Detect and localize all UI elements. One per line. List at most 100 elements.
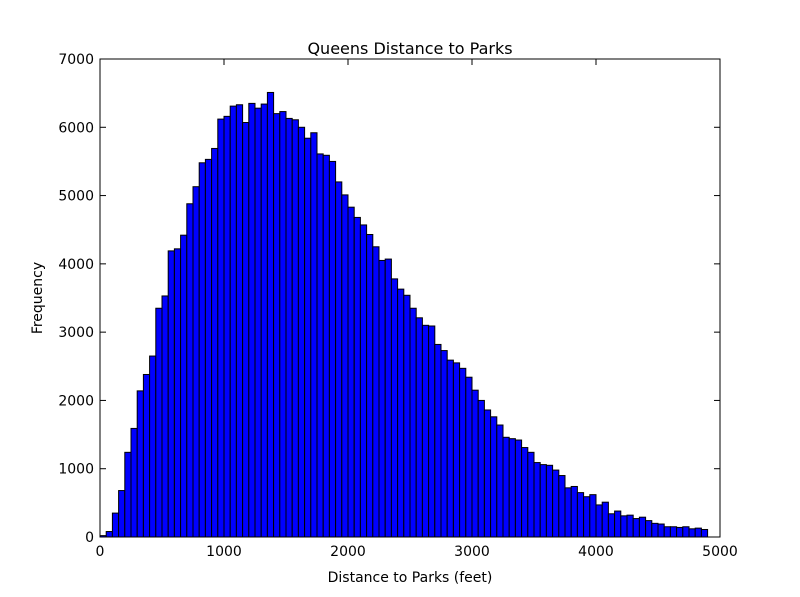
histogram-bar	[217, 118, 225, 538]
y-tick-label: 1000	[58, 462, 94, 478]
histogram-bar	[310, 132, 318, 538]
histogram-bar	[322, 154, 330, 538]
y-tick-label: 0	[85, 530, 94, 546]
histogram-bar	[570, 485, 578, 538]
histogram-bar	[304, 137, 312, 538]
histogram-bar	[297, 126, 306, 538]
histogram-bar	[347, 206, 355, 538]
histogram-bar	[663, 526, 671, 538]
histogram-bar	[558, 475, 566, 538]
histogram-bar	[248, 102, 256, 538]
histogram-bar	[335, 181, 343, 538]
histogram-bar	[359, 224, 368, 538]
histogram-bar	[211, 147, 219, 538]
histogram-bar	[378, 259, 386, 538]
histogram-bar	[149, 355, 157, 538]
histogram-bar	[384, 258, 392, 538]
histogram-bar	[490, 416, 498, 538]
histogram-bar	[471, 389, 479, 538]
x-axis-label: Distance to Parks (feet)	[328, 570, 493, 586]
histogram-bar	[421, 324, 430, 538]
histogram-bar	[266, 91, 275, 538]
histogram-bar	[136, 390, 144, 538]
histogram-bar	[638, 516, 647, 538]
histogram-bar	[552, 469, 560, 538]
histogram-bar	[235, 104, 244, 538]
histogram-bar	[254, 107, 262, 538]
histogram-bar	[539, 464, 547, 538]
histogram-bar	[583, 496, 591, 538]
histogram-bar	[390, 278, 399, 538]
x-tick-label: 4000	[578, 544, 614, 560]
y-tick-label: 2000	[58, 393, 94, 409]
histogram-bar	[632, 518, 640, 538]
histogram-bar	[161, 295, 169, 538]
y-tick-label: 5000	[58, 189, 94, 205]
histogram-bar	[173, 248, 182, 538]
histogram-bar	[186, 203, 194, 538]
histogram-bar	[688, 528, 696, 538]
histogram-bar	[502, 436, 510, 538]
histogram-bar	[409, 307, 417, 538]
histogram-bar	[700, 528, 709, 538]
x-tick-label: 0	[96, 544, 105, 560]
histogram-bar	[155, 307, 163, 538]
x-tick-label: 1000	[206, 544, 242, 560]
histogram-bar	[651, 522, 659, 538]
histogram-bar	[229, 105, 237, 538]
histogram-bar	[180, 234, 188, 538]
histogram-bar	[496, 424, 504, 538]
histogram-bar	[576, 492, 585, 538]
histogram-bar	[204, 158, 213, 538]
plot-frame	[99, 58, 721, 538]
chart-title: Queens Distance to Parks	[307, 39, 512, 58]
histogram-bar	[545, 464, 554, 538]
histogram-bar	[403, 294, 411, 538]
y-tick-label: 7000	[58, 52, 94, 68]
histogram-bar	[465, 376, 473, 538]
histogram-bar	[626, 514, 634, 538]
histogram-bar	[366, 233, 374, 538]
histogram-bar	[130, 427, 138, 538]
histogram-bar	[452, 362, 461, 538]
histogram-bar	[459, 367, 467, 538]
histogram-bar	[694, 527, 702, 538]
histogram-bar	[285, 117, 293, 538]
histogram-bar	[316, 153, 324, 538]
histogram-bar	[428, 325, 436, 538]
histogram-bar	[142, 373, 151, 538]
histogram-bar	[279, 111, 287, 538]
histogram-bar	[589, 494, 597, 538]
histogram-bar	[620, 515, 628, 538]
histogram-bar	[111, 512, 120, 538]
y-axis-label: Frequency	[30, 262, 46, 334]
y-tick-label: 6000	[58, 120, 94, 136]
histogram-bar	[353, 216, 361, 538]
histogram-bar	[446, 359, 454, 538]
histogram-bar	[167, 250, 175, 538]
histogram-bar	[614, 510, 622, 538]
histogram-bar	[521, 447, 529, 538]
histogram-bar	[341, 194, 349, 538]
histogram-bar	[564, 487, 572, 538]
histogram-bar	[483, 409, 492, 538]
histogram-bar	[192, 186, 200, 538]
histogram-bar	[273, 113, 281, 538]
histogram-bar	[440, 350, 448, 538]
x-tick-label: 3000	[454, 544, 490, 560]
histogram-bar	[415, 317, 423, 538]
x-tick-label: 5000	[702, 544, 738, 560]
histogram-bar	[607, 513, 616, 538]
histogram-bar	[514, 439, 523, 538]
histogram-bar	[242, 122, 250, 538]
histogram-bar	[434, 343, 442, 538]
histogram-bar	[533, 462, 541, 538]
histogram-bar	[477, 399, 485, 538]
axis-ticks: 0 1000 2000 3000 4000 5000 0 1000 2000 3000 4000 50…	[58, 52, 737, 560]
histogram-bar	[397, 288, 405, 538]
histogram-bar	[291, 119, 299, 538]
histogram-bar	[223, 115, 231, 538]
histogram-bar	[118, 490, 126, 538]
histogram-bar	[601, 501, 609, 538]
